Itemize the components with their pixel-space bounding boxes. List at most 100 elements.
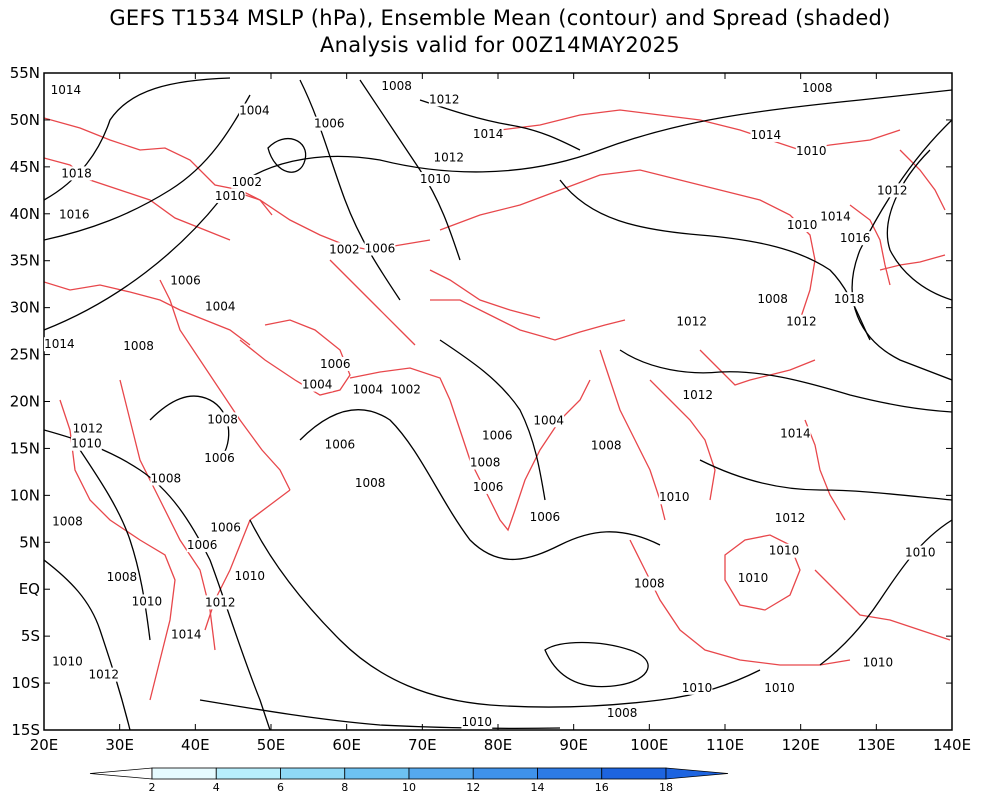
contour-label-bg xyxy=(658,490,690,505)
contour-label-bg xyxy=(52,514,83,529)
colorbar-box xyxy=(472,767,538,780)
contour-label: 1016 xyxy=(840,231,871,245)
x-tick-label: 20E xyxy=(30,736,59,754)
contour-label: 1012 xyxy=(434,150,465,164)
contour-label: 1010 xyxy=(132,594,163,608)
contour-label-bg xyxy=(472,127,504,142)
contour-label-bg xyxy=(238,103,270,118)
contour-label-bg xyxy=(52,654,83,669)
contour-label: 1008 xyxy=(123,339,154,353)
colorbar-box xyxy=(344,767,410,780)
contour-label-bg xyxy=(106,570,138,585)
y-tick-label: 40N xyxy=(10,205,40,223)
contour-label: 1012 xyxy=(429,92,460,106)
contour-label: 1014 xyxy=(171,627,202,641)
colorbar-label: 2 xyxy=(149,781,156,794)
contour-label-bg xyxy=(204,595,236,610)
contour-label: 1012 xyxy=(89,668,120,682)
contour-label-bg xyxy=(786,218,818,233)
spread-colorbar: 2 4 6 8 10 12 14 16 18 xyxy=(89,767,729,794)
contour-label: 1008 xyxy=(207,412,238,426)
contour-label-bg xyxy=(186,538,218,553)
contour-label-bg xyxy=(58,207,90,222)
contour-label: 1010 xyxy=(462,715,493,729)
map-subtitle: Analysis valid for 00Z14MAY2025 xyxy=(320,33,680,57)
contour-label-bg xyxy=(681,680,713,695)
contour-label: 1010 xyxy=(787,218,818,232)
colorbar-box xyxy=(537,767,603,780)
contour-label-bg xyxy=(820,209,851,224)
contour-label: 1010 xyxy=(420,172,451,186)
contour-label: 1004 xyxy=(533,413,564,427)
y-tick-label: 35N xyxy=(10,252,40,270)
contour-label: 1002 xyxy=(390,382,421,396)
contour-label-bg xyxy=(737,570,769,585)
contour-label: 1012 xyxy=(676,315,707,329)
contour-label-bg xyxy=(170,627,202,642)
contour-label: 1006 xyxy=(325,438,356,452)
contour-label: 1014 xyxy=(473,127,504,141)
contour-label-bg xyxy=(676,314,708,329)
y-tick-label: 25N xyxy=(10,346,40,364)
contour-label-bg xyxy=(529,509,561,524)
map-title: GEFS T1534 MSLP (hPa), Ensemble Mean (co… xyxy=(109,6,891,30)
contour-label: 1012 xyxy=(877,183,908,197)
contour-label-bg xyxy=(44,337,75,352)
y-tick-label: 50N xyxy=(10,111,40,129)
y-tick-label: 45N xyxy=(10,158,40,176)
contour-label: 1008 xyxy=(591,439,622,453)
contour-label-bg xyxy=(682,387,714,402)
contour-label: 1008 xyxy=(52,515,83,529)
x-tick-label: 120E xyxy=(782,736,820,754)
contour-label-bg xyxy=(633,576,665,591)
colorbar-high-arrow xyxy=(665,767,729,780)
contour-label: 1006 xyxy=(204,451,235,465)
contour-label-bg xyxy=(131,594,163,609)
colorbar-box xyxy=(215,767,281,780)
x-tick-label: 60E xyxy=(332,736,361,754)
contour-label-bg xyxy=(381,79,413,94)
colorbar-label: 8 xyxy=(341,781,348,794)
colorbar-box xyxy=(151,767,217,780)
colorbar-low-arrow xyxy=(89,767,153,780)
contour-label: 1008 xyxy=(470,456,501,470)
contour-label-bg xyxy=(231,174,263,189)
contour-label-bg xyxy=(768,543,800,558)
contour-label: 1006 xyxy=(210,520,241,534)
x-tick-label: 40E xyxy=(181,736,210,754)
contour-label-bg xyxy=(750,127,782,142)
contour-label: 1004 xyxy=(302,378,333,392)
contour-label: 1004 xyxy=(205,300,236,314)
contour-label-bg xyxy=(150,471,182,486)
colorbar-label: 6 xyxy=(277,781,284,794)
contour-label-bg xyxy=(301,377,333,392)
contour-label: 1012 xyxy=(775,511,806,525)
contour-label: 1008 xyxy=(607,706,638,720)
contour-label-bg xyxy=(170,273,201,288)
colorbar-label: 18 xyxy=(659,781,673,794)
contour-label-bg xyxy=(72,421,104,436)
contour-label-bg xyxy=(419,172,451,187)
contour-label-bg xyxy=(786,314,817,329)
contour-label: 1012 xyxy=(786,315,817,329)
contour-label-bg xyxy=(313,116,345,131)
contour-label-bg xyxy=(50,82,82,97)
contour-label-bg xyxy=(210,520,241,535)
contour-label-bg xyxy=(324,437,356,452)
contour-label: 1002 xyxy=(329,242,360,256)
contour-label-bg xyxy=(204,299,236,314)
contour-label: 1008 xyxy=(151,471,182,485)
x-tick-label: 90E xyxy=(559,736,588,754)
contour-label-bg xyxy=(390,382,422,397)
coastlines xyxy=(44,109,951,701)
x-tick-label: 100E xyxy=(630,736,668,754)
contour-label: 1006 xyxy=(320,357,351,371)
contour-label-bg xyxy=(472,479,504,494)
contour-label-bg xyxy=(354,476,386,491)
contour-label: 1018 xyxy=(834,292,865,306)
contour-label-bg xyxy=(319,356,351,371)
contour-label-bg xyxy=(801,81,833,96)
contour-label: 1008 xyxy=(107,570,138,584)
contour-label-bg xyxy=(839,231,871,246)
